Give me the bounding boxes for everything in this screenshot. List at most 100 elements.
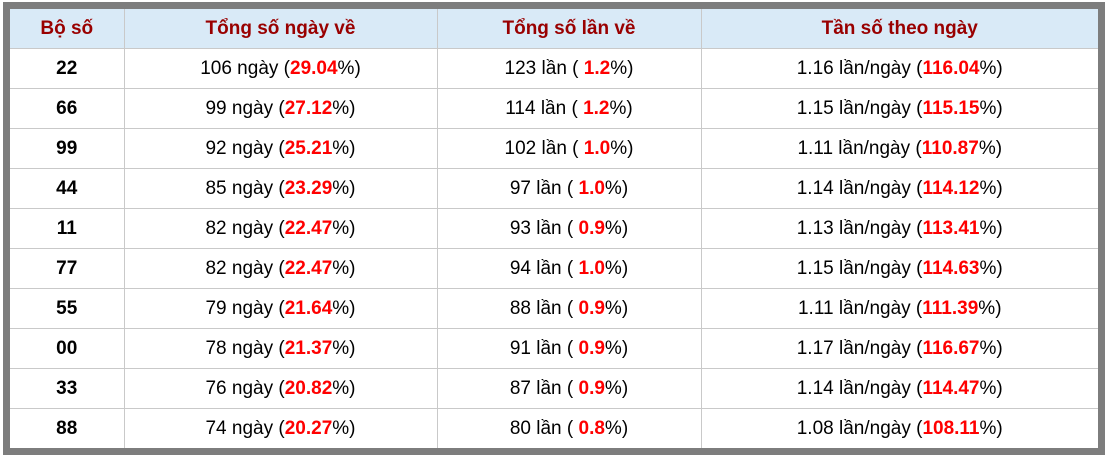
cell-text: 78 ngày ( [205, 337, 285, 359]
cell-text: %) [332, 377, 356, 399]
cell-text: %) [604, 177, 629, 199]
cell-text: 123 lần ( [504, 57, 584, 79]
cell-text: %) [332, 337, 356, 359]
cell-text: 1.16 lần/ngày ( [796, 57, 923, 79]
cell-text: %) [604, 337, 629, 359]
table-row: 77 82 ngày (22.47%) 94 lần ( 1.0%) 1.15 … [10, 248, 1098, 289]
pair-cell: 55 [10, 288, 125, 329]
frequency-cell: 1.13 lần/ngày (113.41%) [700, 208, 1098, 249]
table-body: 22 106 ngày (29.04%) 123 lần ( 1.2%) 1.1… [10, 48, 1098, 448]
cell-text: %) [604, 217, 629, 239]
pair-cell: 44 [10, 168, 125, 209]
times-cell: 123 lần ( 1.2%) [436, 48, 702, 89]
table-row: 99 92 ngày (25.21%) 102 lần ( 1.0%) 1.11… [10, 128, 1098, 169]
cell-text: %) [604, 257, 629, 279]
cell-text: 1.13 lần/ngày ( [796, 217, 923, 239]
cell-text: %) [337, 57, 361, 79]
frequency-cell: 1.14 lần/ngày (114.47%) [700, 368, 1098, 409]
days-cell: 99 ngày (27.12%) [123, 88, 438, 129]
cell-text: 82 ngày ( [205, 217, 285, 239]
cell-text: %) [610, 57, 634, 79]
percentage-value: 23.29 [284, 177, 333, 199]
cell-text: %) [979, 217, 1003, 239]
table-frame: Bộ số Tổng số ngày về Tổng số lần về Tần… [3, 2, 1105, 455]
percentage-value: 110.87 [921, 137, 979, 159]
percentage-value: 1.0 [583, 137, 611, 159]
days-cell: 76 ngày (20.82%) [123, 368, 438, 409]
cell-text: %) [979, 97, 1003, 119]
column-header-days: Tổng số ngày về [123, 9, 438, 49]
cell-text: %) [979, 57, 1003, 79]
table-row: 55 79 ngày (21.64%) 88 lần ( 0.9%) 1.11 … [10, 288, 1098, 329]
percentage-value: 0.9 [578, 217, 605, 239]
cell-text: %) [332, 137, 356, 159]
percentage-value: 21.37 [284, 337, 333, 359]
table-row: 44 85 ngày (23.29%) 97 lần ( 1.0%) 1.14 … [10, 168, 1098, 209]
percentage-value: 116.67 [922, 337, 980, 359]
cell-text: 114 lần ( [505, 97, 584, 119]
cell-text: 93 lần ( [509, 217, 579, 239]
percentage-value: 1.0 [578, 177, 605, 199]
cell-text: 87 lần ( [509, 377, 579, 399]
cell-text: 97 lần ( [509, 177, 579, 199]
cell-text: %) [332, 177, 356, 199]
cell-text: %) [604, 297, 629, 319]
cell-text: %) [332, 257, 356, 279]
cell-text: %) [979, 257, 1003, 279]
percentage-value: 111.39 [922, 297, 979, 319]
cell-text: %) [604, 377, 629, 399]
frequency-cell: 1.14 lần/ngày (114.12%) [700, 168, 1098, 209]
percentage-value: 22.47 [284, 257, 333, 279]
loto-stats-table: Bộ số Tổng số ngày về Tổng số lần về Tần… [10, 9, 1098, 448]
pair-cell: 11 [10, 208, 125, 249]
days-cell: 74 ngày (20.27%) [123, 408, 438, 448]
frequency-cell: 1.15 lần/ngày (115.15%) [700, 88, 1098, 129]
pair-cell: 77 [10, 248, 125, 289]
percentage-value: 0.9 [578, 377, 605, 399]
times-cell: 114 lần ( 1.2%) [436, 88, 702, 129]
pair-cell: 22 [10, 48, 125, 89]
frequency-cell: 1.16 lần/ngày (116.04%) [700, 48, 1098, 89]
frequency-cell: 1.08 lần/ngày (108.11%) [700, 408, 1098, 448]
percentage-value: 114.12 [922, 177, 980, 199]
cell-text: 88 lần ( [509, 297, 579, 319]
pair-cell: 88 [10, 408, 125, 448]
table-row: 00 78 ngày (21.37%) 91 lần ( 0.9%) 1.17 … [10, 328, 1098, 369]
cell-text: %) [978, 137, 1003, 159]
percentage-value: 114.63 [922, 257, 980, 279]
times-cell: 87 lần ( 0.9%) [436, 368, 702, 409]
cell-text: 1.14 lần/ngày ( [796, 177, 923, 199]
table-row: 22 106 ngày (29.04%) 123 lần ( 1.2%) 1.1… [10, 48, 1098, 89]
frequency-cell: 1.11 lần/ngày (110.87%) [700, 128, 1098, 169]
cell-text: 1.11 lần/ngày ( [797, 297, 923, 319]
cell-text: 106 ngày ( [200, 57, 290, 79]
cell-text: %) [332, 417, 356, 439]
frequency-cell: 1.17 lần/ngày (116.67%) [700, 328, 1098, 369]
frequency-cell: 1.11 lần/ngày (111.39%) [700, 288, 1098, 329]
pair-cell: 66 [10, 88, 125, 129]
percentage-value: 27.12 [284, 97, 333, 119]
times-cell: 80 lần ( 0.8%) [436, 408, 702, 448]
cell-text: 82 ngày ( [205, 257, 285, 279]
cell-text: %) [610, 137, 634, 159]
percentage-value: 21.64 [284, 297, 333, 319]
cell-text: 74 ngày ( [205, 417, 285, 439]
cell-text: %) [979, 337, 1003, 359]
column-header-frequency: Tần số theo ngày [700, 9, 1098, 49]
cell-text: 1.08 lần/ngày ( [796, 417, 923, 439]
percentage-value: 20.27 [284, 417, 333, 439]
pair-cell: 33 [10, 368, 125, 409]
times-cell: 91 lần ( 0.9%) [436, 328, 702, 369]
cell-text: 91 lần ( [509, 337, 579, 359]
percentage-value: 22.47 [284, 217, 333, 239]
percentage-value: 0.8 [578, 417, 605, 439]
cell-text: 1.17 lần/ngày ( [796, 337, 923, 359]
cell-text: %) [978, 297, 1002, 319]
table-row: 11 82 ngày (22.47%) 93 lần ( 0.9%) 1.13 … [10, 208, 1098, 249]
times-cell: 102 lần ( 1.0%) [436, 128, 702, 169]
percentage-value: 116.04 [922, 57, 980, 79]
percentage-value: 20.82 [284, 377, 333, 399]
cell-text: 79 ngày ( [205, 297, 285, 319]
days-cell: 79 ngày (21.64%) [123, 288, 438, 329]
percentage-value: 1.2 [583, 97, 610, 119]
